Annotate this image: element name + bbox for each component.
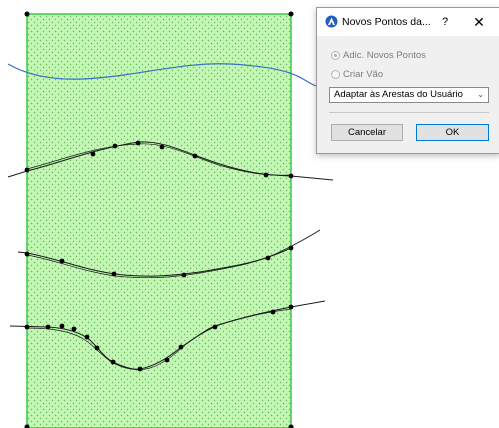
fit-mode-dropdown-value: Adaptar às Arestas do Usuário [334,89,463,100]
dialog-title: Novos Pontos da... [342,16,431,28]
curve-fit-2 [26,247,292,279]
chevron-down-icon[interactable]: ⌄ [477,90,484,99]
radio-add-new-points[interactable]: Adic. Novos Pontos [331,48,426,62]
archicad-app-icon [325,15,338,28]
radio-create-hole-label: Criar Vão [343,68,384,80]
blue-curve[interactable] [7,63,317,87]
close-button[interactable]: ✕ [473,14,485,30]
slab-polygon[interactable] [26,13,292,428]
slab-corner-point[interactable] [288,11,294,17]
slab-corner-point[interactable] [24,11,30,17]
curve-edge-1[interactable] [7,141,334,181]
radio-unchecked-icon[interactable] [331,69,340,79]
separator [329,112,489,113]
slab-corner-point[interactable] [288,424,294,428]
curve-fit-1 [26,143,292,176]
ok-button[interactable]: OK [416,124,489,141]
radio-create-hole[interactable]: Criar Vão [331,67,383,81]
new-points-dialog: Novos Pontos da... ? ✕ Adic. Novos Ponto… [316,7,499,154]
curve-1-points[interactable] [24,140,294,179]
cancel-button[interactable]: Cancelar [331,124,403,141]
dialog-titlebar[interactable]: Novos Pontos da... ? ✕ [317,8,499,36]
curve-3-points[interactable] [24,304,294,372]
curve-edge-2[interactable] [17,229,321,277]
radio-add-new-points-label: Adic. Novos Pontos [343,49,426,61]
curve-fit-3 [26,308,292,371]
help-button[interactable]: ? [441,16,449,28]
curve-2-points[interactable] [24,245,294,278]
fit-mode-dropdown[interactable]: Adaptar às Arestas do Usuário ⌄ [329,87,489,103]
radio-checked-icon[interactable] [331,50,340,60]
slab-corner-point[interactable] [24,424,30,428]
